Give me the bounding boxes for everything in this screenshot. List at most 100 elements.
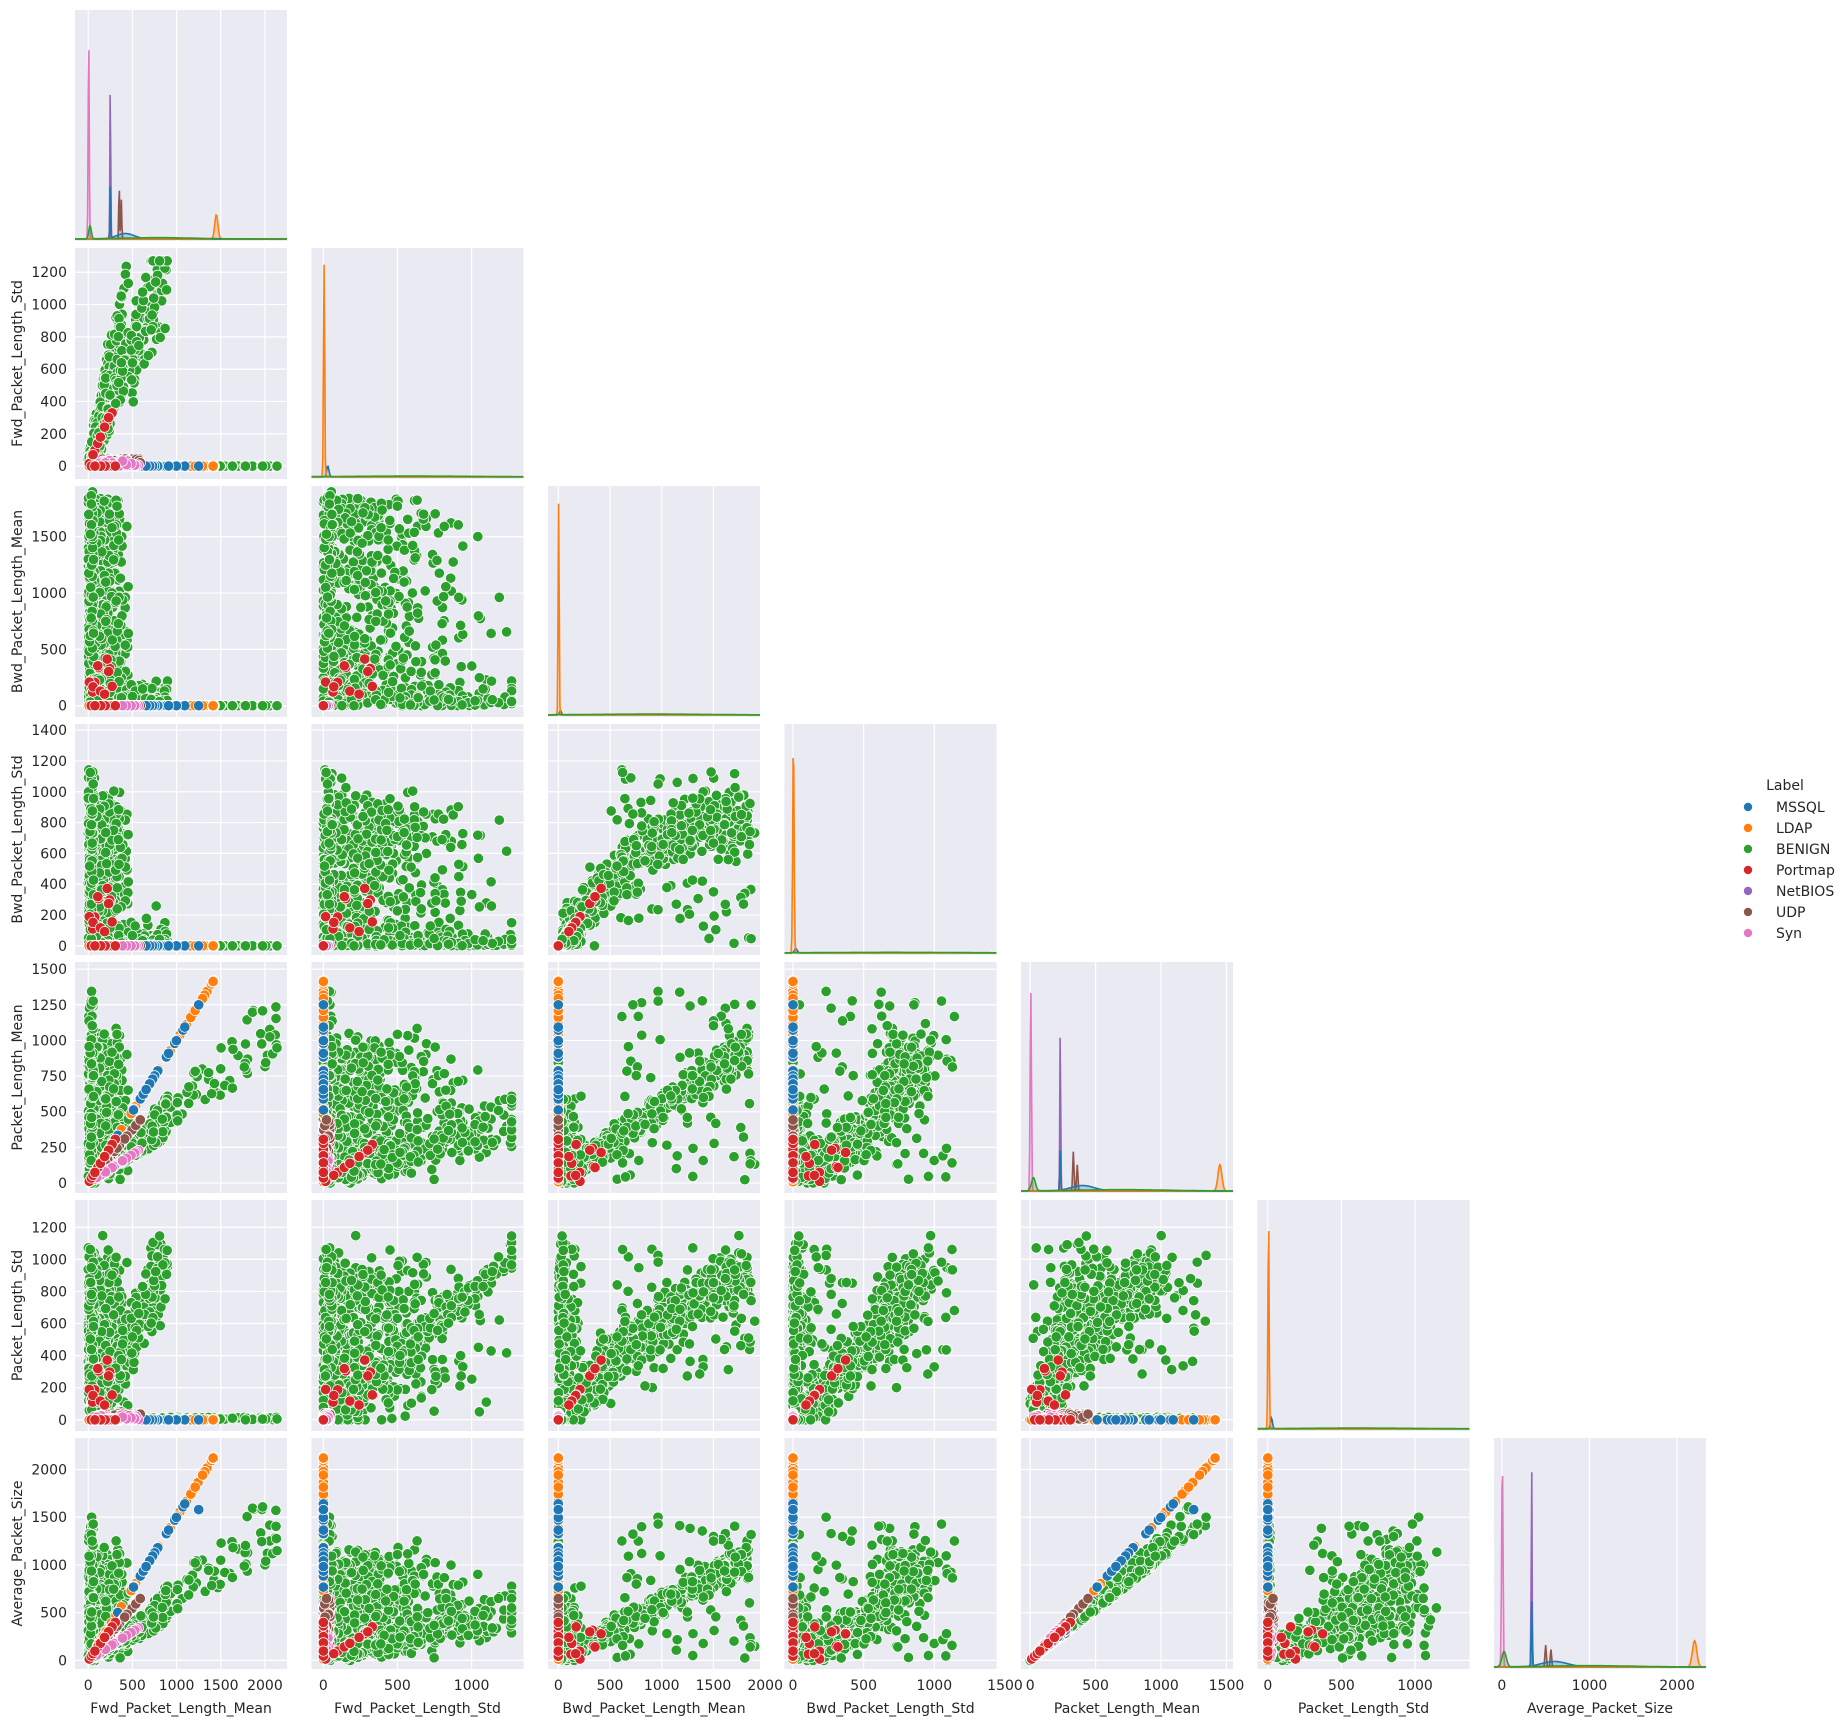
point-benign (227, 461, 237, 471)
point-benign (411, 657, 421, 667)
point-benign (387, 676, 397, 686)
point-benign (151, 901, 161, 911)
point-benign (154, 256, 164, 266)
point-benign (407, 588, 417, 598)
point-benign (137, 684, 147, 694)
point-benign (410, 641, 420, 651)
panel-Bwd_Packet_Length_Std-vs-Fwd_Packet_Length_Std (312, 724, 524, 955)
point-benign (337, 773, 347, 783)
point-benign (101, 616, 111, 626)
point-portmap (103, 898, 113, 908)
point-benign (143, 350, 153, 360)
point-benign (395, 693, 405, 703)
point-benign (321, 582, 331, 592)
point-benign (394, 524, 404, 534)
point-benign (360, 591, 370, 601)
point-benign (151, 277, 161, 287)
point-benign (470, 696, 480, 706)
point-benign (341, 575, 351, 585)
point-benign (377, 505, 387, 515)
point-benign (412, 495, 422, 505)
point-portmap (103, 666, 113, 676)
kde-line-benign (312, 476, 524, 477)
panel-background (75, 10, 287, 241)
point-benign (107, 523, 117, 533)
point-benign (371, 587, 381, 597)
y-tick-label: 0 (58, 459, 67, 475)
point-benign (104, 509, 114, 519)
point-benign (130, 921, 140, 931)
y-tick-label: 800 (40, 816, 67, 832)
point-benign (392, 501, 402, 511)
point-benign (458, 629, 468, 639)
point-benign (448, 557, 458, 567)
point-mssql (163, 461, 173, 471)
point-benign (240, 941, 250, 951)
point-portmap (93, 892, 103, 902)
point-benign (438, 591, 448, 601)
point-benign (120, 640, 130, 650)
point-portmap (88, 450, 98, 460)
point-benign (134, 340, 144, 350)
point-benign (137, 287, 147, 297)
point-benign (84, 509, 94, 519)
point-benign (101, 859, 111, 869)
point-mssql (194, 701, 204, 711)
point-benign (123, 628, 133, 638)
point-benign (358, 508, 368, 518)
point-benign (437, 619, 447, 629)
point-portmap (90, 701, 100, 711)
point-benign (86, 613, 96, 623)
panel-background (312, 248, 524, 479)
point-benign (406, 666, 416, 676)
point-portmap (107, 681, 117, 691)
point-benign (467, 661, 477, 671)
point-benign (327, 520, 337, 530)
point-benign (147, 310, 157, 320)
point-benign (87, 806, 97, 816)
point-benign (473, 531, 483, 541)
point-benign (399, 577, 409, 587)
point-portmap (110, 701, 120, 711)
y-tick-label: 1000 (31, 785, 67, 801)
point-benign (108, 555, 118, 565)
point-benign (86, 582, 96, 592)
point-portmap (363, 666, 373, 676)
point-benign (474, 673, 484, 683)
point-benign (383, 609, 393, 619)
point-benign (383, 535, 393, 545)
point-benign (85, 529, 95, 539)
panel-Bwd_Packet_Length_Mean-vs-Fwd_Packet_Length_Std (312, 486, 524, 717)
point-benign (111, 596, 121, 606)
point-benign (430, 668, 440, 678)
point-benign (123, 829, 133, 839)
point-benign (353, 493, 363, 503)
point-benign (112, 883, 122, 893)
point-benign (437, 865, 447, 875)
point-portmap (99, 422, 109, 432)
point-benign (430, 655, 440, 665)
point-benign (360, 634, 370, 644)
point-benign (321, 613, 331, 623)
point-benign (440, 656, 450, 666)
point-benign (457, 700, 467, 710)
point-benign (127, 375, 137, 385)
point-benign (141, 913, 151, 923)
point-benign (501, 627, 511, 637)
point-benign (381, 596, 391, 606)
point-benign (149, 293, 159, 303)
point-benign (114, 805, 124, 815)
point-benign (345, 528, 355, 538)
point-benign (506, 696, 516, 706)
point-benign (409, 527, 419, 537)
point-portmap (345, 686, 355, 696)
point-benign (155, 332, 165, 342)
point-benign (346, 517, 356, 527)
y-tick-label: 1200 (31, 754, 67, 770)
point-benign (324, 628, 334, 638)
point-benign (84, 861, 94, 871)
point-benign (376, 699, 386, 709)
point-benign (409, 802, 419, 812)
point-mssql (194, 941, 204, 951)
